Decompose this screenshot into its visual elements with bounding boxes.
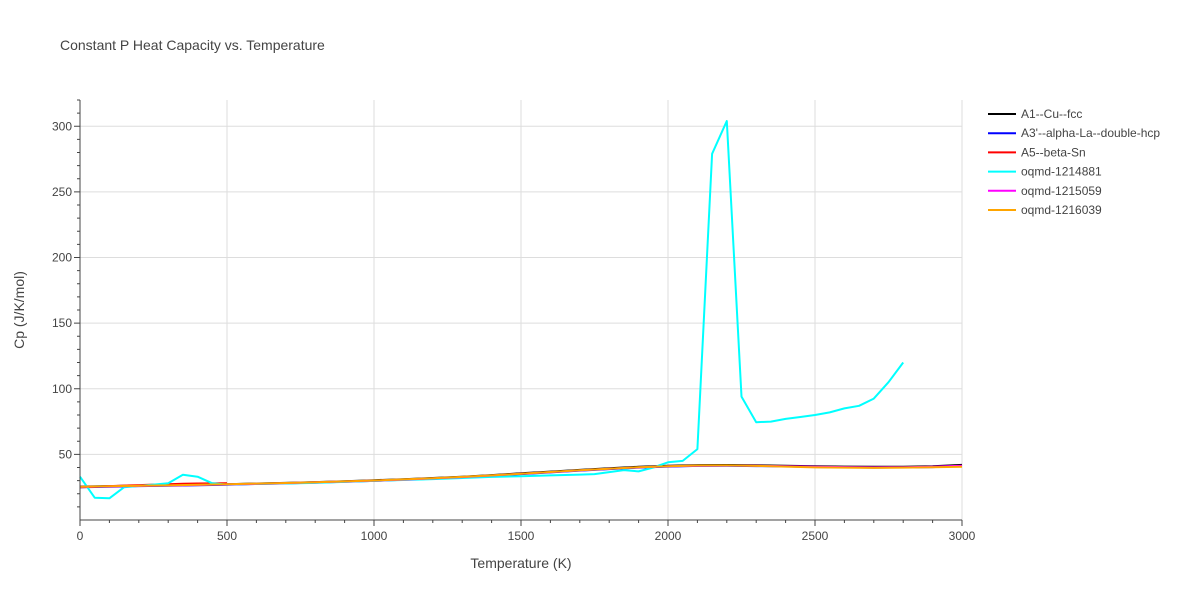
axes: 0 500 1000 1500 2000 2500 3000 50 100 150 200 250 30… — [52, 99, 976, 543]
chart-title: Constant P Heat Capacity vs. Temperature — [60, 37, 325, 53]
x-tick-label: 500 — [217, 529, 237, 543]
x-axis-title: Temperature (K) — [470, 555, 571, 571]
legend-item[interactable]: A5--beta-Sn — [988, 145, 1086, 159]
y-tick-label: 50 — [59, 447, 73, 461]
grid-lines — [80, 100, 963, 520]
y-tick-label: 200 — [52, 251, 72, 265]
legend-item[interactable]: oqmd-1215059 — [988, 184, 1102, 198]
x-tick-label: 2000 — [655, 529, 682, 543]
legend-label: A3'--alpha-La--double-hcp — [1021, 126, 1160, 140]
legend-item[interactable]: oqmd-1214881 — [988, 165, 1102, 179]
legend-label: oqmd-1215059 — [1021, 184, 1102, 198]
legend[interactable]: A1--Cu--fcc A3'--alpha-La--double-hcp A5--… — [988, 107, 1160, 217]
series-line-oqmd-1214881[interactable] — [79, 120, 905, 500]
x-tick-label: 2500 — [802, 529, 829, 543]
x-tick-label: 1500 — [508, 529, 535, 543]
y-tick-label: 150 — [52, 316, 72, 330]
plot-area[interactable]: 0 500 1000 1500 2000 2500 3000 50 100 150 200 250 30… — [52, 99, 976, 543]
legend-item[interactable]: oqmd-1216039 — [988, 203, 1102, 217]
series-lines — [79, 120, 963, 500]
x-tick-label: 1000 — [361, 529, 388, 543]
legend-item[interactable]: A3'--alpha-La--double-hcp — [988, 126, 1160, 140]
legend-label: A5--beta-Sn — [1021, 145, 1086, 159]
y-tick-label: 300 — [52, 119, 72, 133]
y-tick-label: 100 — [52, 382, 72, 396]
x-tick-label: 3000 — [949, 529, 976, 543]
series-line-oqmd-1216039[interactable] — [79, 464, 963, 488]
legend-label: oqmd-1214881 — [1021, 165, 1102, 179]
legend-item[interactable]: A1--Cu--fcc — [988, 107, 1082, 121]
y-axis-title: Cp (J/K/mol) — [11, 271, 27, 349]
x-tick-label: 0 — [77, 529, 84, 543]
y-tick-label: 250 — [52, 185, 72, 199]
legend-label: oqmd-1216039 — [1021, 203, 1102, 217]
legend-label: A1--Cu--fcc — [1021, 107, 1082, 121]
